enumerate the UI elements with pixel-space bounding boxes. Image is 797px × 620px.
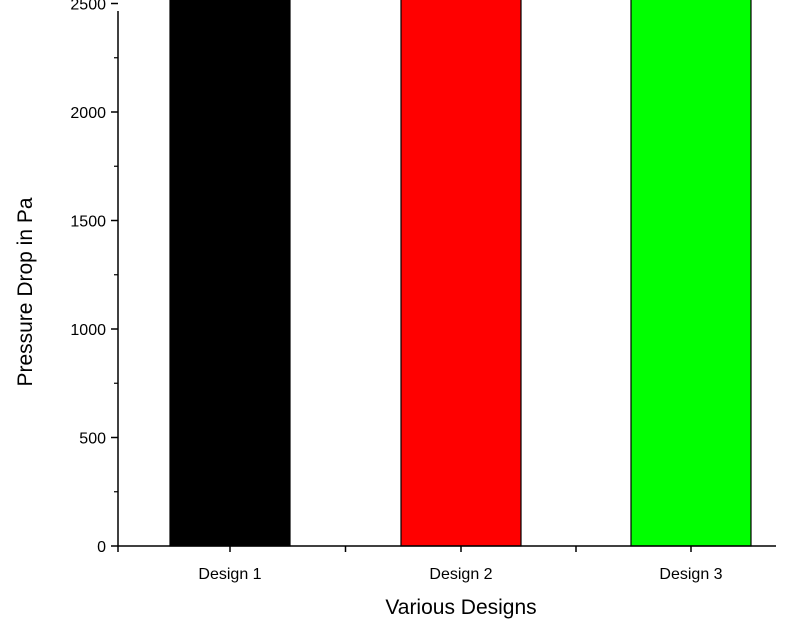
x-axis-title: Various Designs [385, 596, 536, 619]
bar-2 [400, 0, 522, 547]
y-tick-label: 2500 [70, 0, 106, 14]
y-tick-label: 0 [97, 539, 106, 556]
y-tick-label: 1000 [70, 322, 106, 339]
axes-group [117, 11, 776, 547]
y-tick-label: 1500 [70, 214, 106, 231]
bar-1 [169, 0, 291, 547]
y-tick-label: 500 [79, 431, 106, 448]
bar-3 [630, 0, 752, 547]
x-tick-label: Design 1 [198, 566, 261, 583]
x-tick-label: Design 3 [659, 566, 722, 583]
x-ticks-group: Design 1 Design 2 Design 3 [117, 546, 723, 583]
y-ticks-group: 050010001500200025003000350040004500 [70, 0, 118, 556]
x-tick-label: Design 2 [429, 566, 492, 583]
bars-group [169, 0, 752, 547]
y-axis-title: Pressure Drop in Pa [14, 197, 37, 386]
y-tick-label: 2000 [70, 105, 106, 122]
